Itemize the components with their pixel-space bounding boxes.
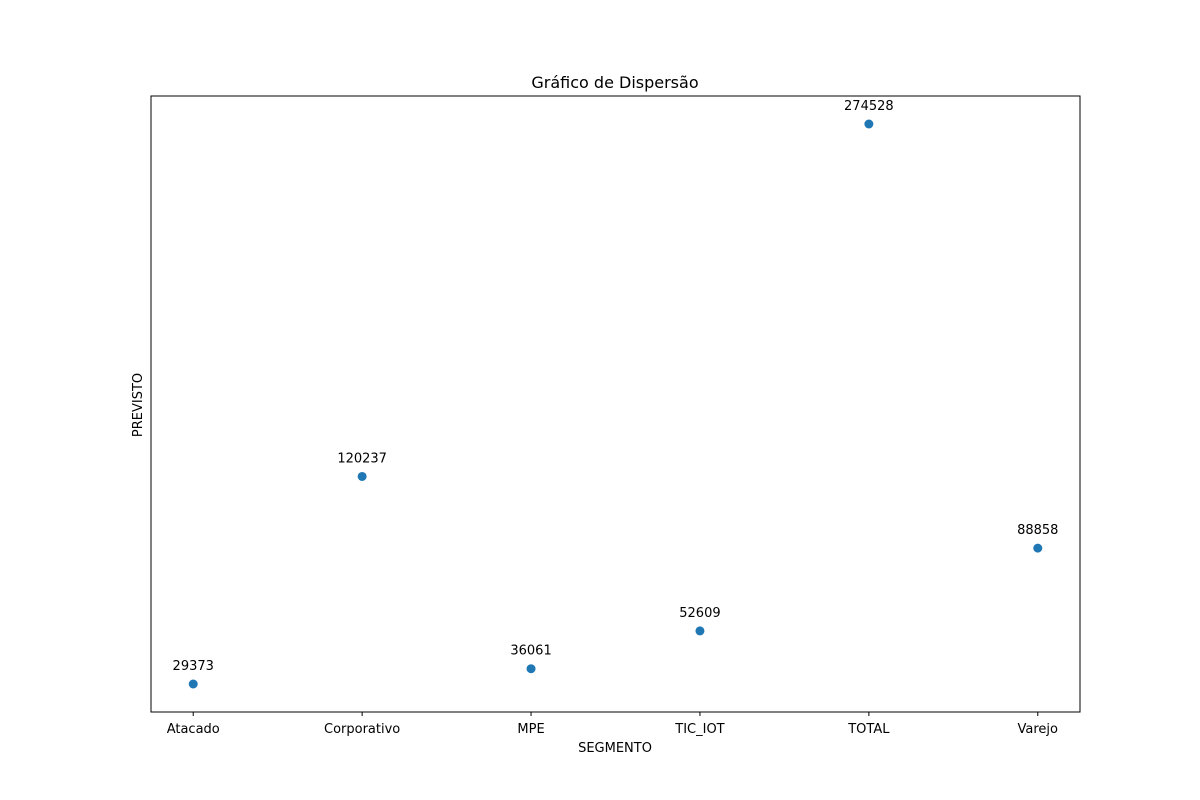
- data-label: 274528: [844, 99, 894, 114]
- data-points: [188, 119, 1043, 689]
- x-tick-label: Varejo: [1018, 722, 1059, 737]
- data-point: [357, 471, 367, 481]
- data-point: [864, 119, 874, 129]
- data-point: [1033, 543, 1043, 553]
- data-point: [695, 626, 705, 636]
- data-label: 36061: [510, 644, 551, 659]
- x-tick-label: MPE: [517, 722, 544, 737]
- x-tick-label: TIC_IOT: [674, 722, 724, 737]
- data-label: 52609: [679, 606, 720, 621]
- x-axis: Atacado Corporativo MPE TIC_IOT TOTAL Varejo: [167, 712, 1058, 737]
- data-label: 88858: [1017, 523, 1058, 538]
- plot-area: [150, 95, 1081, 713]
- x-tick-label: Corporativo: [324, 722, 400, 737]
- data-label: 29373: [173, 659, 214, 674]
- data-point: [526, 664, 536, 674]
- y-axis-label: PREVISTO: [131, 373, 146, 437]
- data-labels: 29373 120237 36061 52609 274528 88858: [173, 99, 1059, 674]
- x-tick-label: TOTAL: [847, 722, 890, 737]
- chart-title: Gráfico de Dispersão: [531, 73, 698, 92]
- x-axis-label: SEGMENTO: [578, 741, 652, 756]
- data-point: [188, 679, 198, 689]
- x-tick-label: Atacado: [167, 722, 220, 737]
- data-label: 120237: [337, 451, 387, 466]
